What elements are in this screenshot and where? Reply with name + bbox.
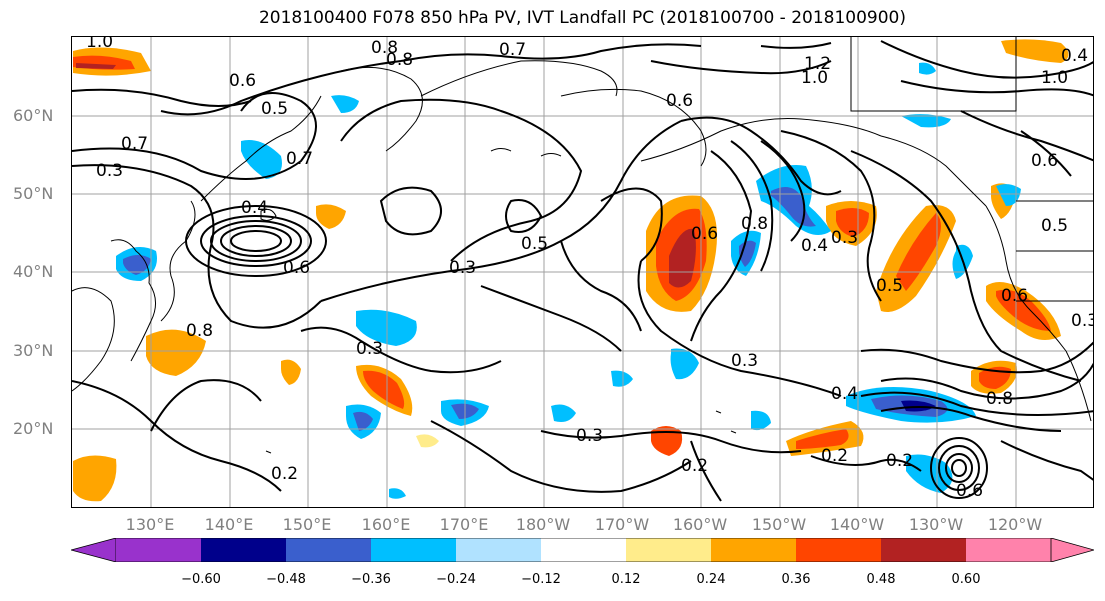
colorbar-segment [456,538,541,562]
contour-label: 1.2 [804,54,831,74]
lat-label-60n: 60°N [13,106,54,125]
colorbar-tick: −0.12 [521,572,561,587]
contour-label: 0.3 [831,228,858,248]
colorbar-segment [881,538,966,562]
contour-label: 0.4 [831,384,858,404]
contour-label: 0.3 [1071,311,1094,331]
lat-label-50n: 50°N [13,184,54,203]
contours [72,40,1093,502]
colorbar-tick: −0.24 [436,572,476,587]
colorbar-tick: −0.48 [266,572,306,587]
colorbar-tick: 0.12 [611,572,641,587]
colorbar-segment [711,538,796,562]
contour-label: 0.8 [986,389,1013,409]
colorbar-tick: 0.36 [781,572,811,587]
colorbar-extend-low [71,538,117,562]
lon-label: 150°E [282,515,332,534]
lat-label-30n: 30°N [13,341,54,360]
colorbar-segment [371,538,456,562]
contour-label: 1.0 [1041,68,1068,88]
colorbar-segment [626,538,711,562]
contour-label: 0.6 [691,224,718,244]
contour-label: 0.3 [356,339,383,359]
colorbar-segment [201,538,286,562]
contour-label: 0.3 [449,258,476,278]
contour-label: 0.6 [956,481,983,501]
coastlines [72,37,1093,454]
contour-label: 0.8 [386,50,413,70]
contour-label: 0.3 [731,351,758,371]
lon-label: 160°W [672,515,728,534]
lon-label: 180°W [515,515,571,534]
map-panel: 1.0 1.0 0.8 0.7 0.8 1.2 1.0 0.6 0.6 0.5 … [71,36,1094,508]
lon-label: 160°E [361,515,411,534]
contour-label: 1.0 [801,68,828,88]
lon-label: 170°E [439,515,489,534]
contour-label: 0.6 [283,258,310,278]
contour-label: 0.8 [371,38,398,58]
colorbar-segment [966,538,1051,562]
lon-label: 150°W [751,515,807,534]
lon-label: 130°W [908,515,964,534]
lon-label: 130°E [125,515,175,534]
map-title: 2018100400 F078 850 hPa PV, IVT Landfall… [258,8,906,28]
contour-label: 0.7 [121,134,148,154]
contour-label: 0.2 [821,446,848,466]
colorbar-extend-high [1050,538,1094,562]
contour-label: 0.6 [229,71,256,91]
contour-label: 0.5 [1041,216,1068,236]
colorbar-tick: 0.60 [951,572,981,587]
colorbar-segment [541,538,626,562]
colorbar-segment [796,538,881,562]
contour-label: 0.6 [666,91,693,111]
contour-label: 0.5 [521,234,548,254]
colorbar-tick: −0.60 [181,572,221,587]
contour-label: 0.3 [96,161,123,181]
contour-label: 0.6 [1001,286,1028,306]
contour-labels: 1.0 1.0 0.8 0.7 0.8 1.2 1.0 0.6 0.6 0.5 … [86,37,1094,501]
contour-label: 0.5 [876,276,903,296]
contour-label: 0.2 [271,464,298,484]
colorbar-segment [116,538,201,562]
contour-label: 0.4 [801,236,828,256]
contour-label: 0.8 [741,214,768,234]
colorbar-tick: 0.24 [696,572,726,587]
contour-label: 0.7 [499,40,526,60]
contour-label: 0.2 [886,451,913,471]
contour-label: 0.8 [186,321,213,341]
colorbar-tick: 0.48 [866,572,896,587]
lon-label: 140°W [829,515,885,534]
contour-label: 0.3 [576,426,603,446]
lon-label: 120°W [987,515,1043,534]
contour-label: 0.4 [241,198,268,218]
contour-label: 0.7 [286,149,313,169]
contour-label: 0.4 [1061,46,1088,66]
colorbar-segment [286,538,371,562]
lat-label-20n: 20°N [13,419,54,438]
pv-anomaly-fills [73,39,1069,502]
colorbar [71,538,1094,562]
lon-label: 140°E [204,515,254,534]
lon-label: 170°W [594,515,650,534]
colorbar-tick: −0.36 [351,572,391,587]
map-plot: 1.0 1.0 0.8 0.7 0.8 1.2 1.0 0.6 0.6 0.5 … [72,37,1094,507]
lat-label-40n: 40°N [13,262,54,281]
contour-label: 0.2 [681,456,708,476]
contour-label: 0.5 [261,99,288,119]
contour-label: 0.6 [1031,151,1058,171]
contour-label: 1.0 [86,37,113,52]
